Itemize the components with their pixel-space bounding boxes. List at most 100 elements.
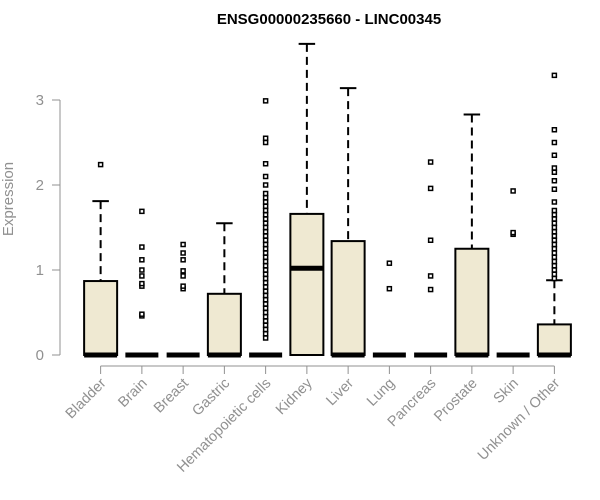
outlier-point [262,229,269,235]
outlier-point [262,331,269,337]
x-tick-label: Prostate [431,376,480,425]
outlier-point [262,309,269,316]
box-kidney [289,42,325,356]
outlier-point [551,186,558,192]
outlier-point [180,241,186,248]
outlier-point [386,260,393,266]
box-series [83,42,572,358]
outlier-point [427,273,434,279]
x-tick-label: Kidney [273,375,316,418]
outlier-point [262,237,269,243]
x-tick-label: Liver [323,375,357,409]
outlier-point [262,258,269,265]
outlier-point [551,216,558,222]
outlier-point [262,284,269,290]
outlier-point [262,195,269,201]
outlier-point [262,224,269,231]
outlier-point [139,280,145,287]
outlier-point [97,161,104,168]
outlier-point [551,207,558,214]
outlier-point [262,297,269,303]
outlier-point [551,233,558,239]
outlier-point [262,241,269,248]
outlier-point [551,258,558,265]
y-axis-label: Expression [0,162,17,236]
box-body [330,240,366,357]
outlier-point [510,188,516,194]
outlier-point [139,273,145,279]
outlier-point [551,199,558,205]
outlier-point [262,263,269,269]
outlier-point [551,220,558,226]
x-tick-label: Brain [115,376,150,411]
box-hematopoietic-cells [249,98,283,358]
outlier-point [262,267,269,273]
y-tick-label: 3 [36,92,44,109]
outlier-point [262,335,269,341]
outlier-point [262,199,269,205]
box-unknown-other [536,72,572,358]
outlier-point [262,250,269,256]
outlier-point [262,139,269,146]
outlier-point [551,237,558,243]
box-pancreas [414,159,448,358]
outlier-point [139,244,145,250]
box-prostate [454,113,490,358]
outlier-point [262,246,269,252]
outlier-point [551,152,558,158]
outlier-point [180,257,186,263]
outlier-point [262,318,269,324]
outlier-point [139,267,145,273]
box-liver [330,87,366,358]
outlier-point [551,224,558,231]
outlier-point [139,257,145,263]
outlier-point [427,237,434,243]
outlier-point [551,241,558,248]
outlier-point [551,178,558,184]
outlier-point [551,212,558,218]
outlier-point [262,220,269,226]
y-tick-label: 0 [36,347,44,364]
outlier-point [386,285,393,292]
outlier-point [262,190,269,197]
y-tick-label: 1 [36,262,44,279]
outlier-point [262,203,269,209]
box-body [289,212,325,356]
outlier-point [551,127,558,133]
outlier-point [551,271,558,277]
outlier-point [262,135,269,141]
outlier-point [551,165,558,171]
outlier-point [262,275,269,282]
x-tick-label: Breast [151,376,192,417]
outlier-point [551,169,558,175]
outlier-point [262,98,269,104]
outlier-point [551,229,558,235]
outlier-point [139,311,145,317]
outlier-point [180,273,186,279]
outlier-point [262,280,269,286]
outlier-point [551,72,558,79]
box-body [454,247,490,356]
box-lung [372,260,406,358]
outlier-point [262,322,269,328]
outlier-point [510,229,516,236]
outlier-point [551,139,558,146]
outlier-point [427,286,434,293]
outlier-point [262,305,269,311]
outlier-point [139,208,145,215]
outlier-point [262,288,269,294]
y-tick-label: 2 [36,177,44,194]
outlier-point [551,267,558,273]
box-body [536,323,572,356]
x-tick-label: Bladder [63,375,110,422]
x-tick-label: Skin [491,376,522,407]
x-tick-label: Lung [364,376,398,410]
chart-title: ENSG00000235660 - LINC00345 [217,11,441,28]
outlier-point [262,212,269,218]
outlier-point [262,271,269,277]
outlier-point [551,250,558,256]
outlier-point [180,283,186,289]
outlier-point [551,254,558,260]
box-brain [125,208,159,358]
